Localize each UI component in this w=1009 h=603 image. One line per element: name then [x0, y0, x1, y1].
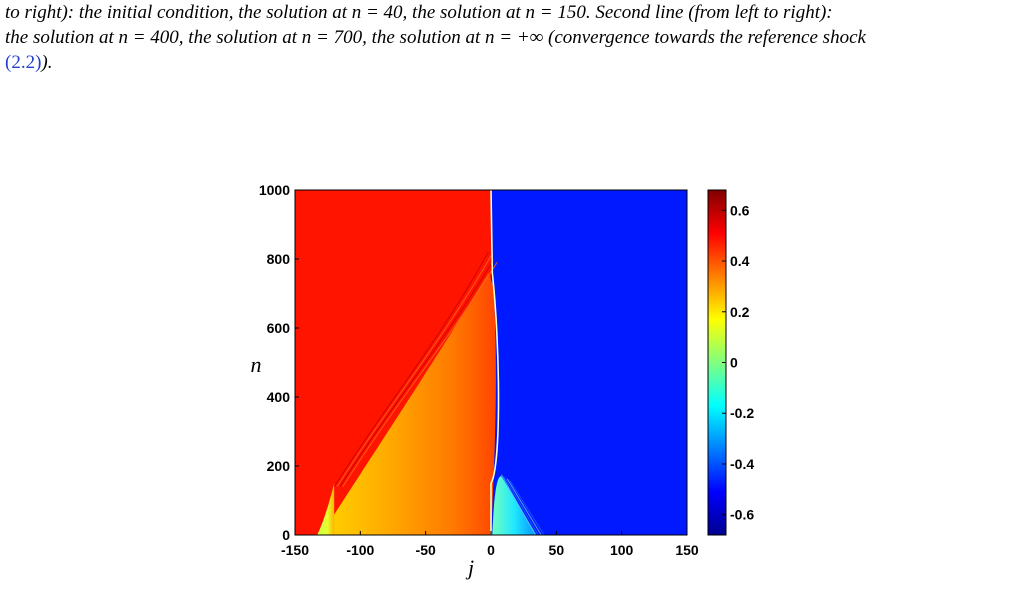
x-tick: -150	[281, 531, 309, 558]
x-tick-label: -100	[346, 542, 374, 558]
heatmap-layer	[295, 190, 687, 535]
y-tick: 600	[267, 320, 299, 336]
x-tick: 150	[675, 531, 699, 558]
x-tick: 100	[610, 531, 634, 558]
shock-curve	[490, 190, 500, 535]
caption-line-3: (2.2)).	[5, 50, 1005, 75]
y-tick: 800	[267, 251, 299, 267]
y-tick: 1000	[259, 182, 299, 198]
x-tick-label: 50	[549, 542, 565, 558]
caption-line-1: to right): the initial condition, the so…	[5, 2, 833, 23]
right-state-region	[491, 190, 687, 535]
x-tick-label: -150	[281, 542, 309, 558]
colorbar-tick: -0.6	[722, 507, 754, 523]
y-tick: 200	[267, 458, 299, 474]
colorbar-tick-label: 0	[730, 355, 738, 371]
equation-ref-link[interactable]: (2.2)	[5, 52, 42, 73]
colorbar-tick-label: -0.2	[730, 405, 754, 421]
colorbar-tick-label: -0.4	[730, 456, 754, 472]
rarefaction-fan	[321, 272, 496, 535]
colorbar: -0.6 -0.4 -0.2 0 0.2 0.4 0.6	[707, 189, 754, 536]
figure-caption: to right): the initial condition, the so…	[5, 0, 1005, 75]
caption-line-3-tail: ).	[41, 52, 53, 73]
colorbar-tick: 0.4	[722, 253, 750, 269]
colorbar-tick-label: 0.6	[730, 202, 750, 218]
y-tick-label: 600	[267, 320, 291, 336]
x-tick-label: 100	[610, 542, 634, 558]
axes: -150 -100 -50 0 50 100 150 0 200 400 600 800 1000 j n	[251, 182, 699, 580]
colorbar-tick: 0.2	[722, 304, 750, 320]
right-fan	[492, 476, 537, 535]
wave-line	[501, 474, 536, 535]
wave-line	[339, 258, 495, 487]
y-tick-label: 200	[267, 458, 291, 474]
initial-left-step	[317, 483, 335, 535]
y-tick-label: 1000	[259, 182, 290, 198]
plot-area	[295, 190, 687, 535]
colorbar-tick-label: -0.6	[730, 507, 754, 523]
x-tick: -50	[416, 531, 436, 558]
colorbar-tick-label: 0.2	[730, 304, 750, 320]
x-tick: 0	[487, 531, 495, 558]
colorbar-gradient	[708, 190, 726, 535]
y-axis-label: n	[251, 352, 262, 377]
colorbar-tick-label: 0.4	[730, 253, 750, 269]
colorbar-tick: 0	[722, 355, 738, 371]
wave-line	[336, 255, 492, 487]
y-tick: 400	[267, 389, 299, 405]
wave-line	[506, 478, 542, 535]
wave-line	[503, 476, 539, 535]
x-tick: 50	[549, 531, 565, 558]
y-tick-label: 0	[282, 527, 290, 543]
y-tick-label: 800	[267, 251, 291, 267]
wave-line	[509, 480, 545, 535]
x-tick-label: -50	[416, 542, 436, 558]
wave-line	[333, 251, 489, 487]
x-tick-label: 0	[487, 542, 495, 558]
colorbar-tick: 0.6	[722, 202, 750, 218]
x-tick: -100	[346, 531, 375, 558]
caption-line-2: the solution at n = 400, the solution at…	[5, 27, 866, 48]
x-axis-label: j	[465, 555, 474, 580]
colorbar-tick: -0.2	[722, 405, 754, 421]
x-tick-label: 150	[675, 542, 699, 558]
y-tick-label: 400	[267, 389, 291, 405]
colorbar-tick: -0.4	[722, 456, 754, 472]
y-tick: 0	[282, 527, 299, 543]
wave-line	[342, 262, 498, 487]
